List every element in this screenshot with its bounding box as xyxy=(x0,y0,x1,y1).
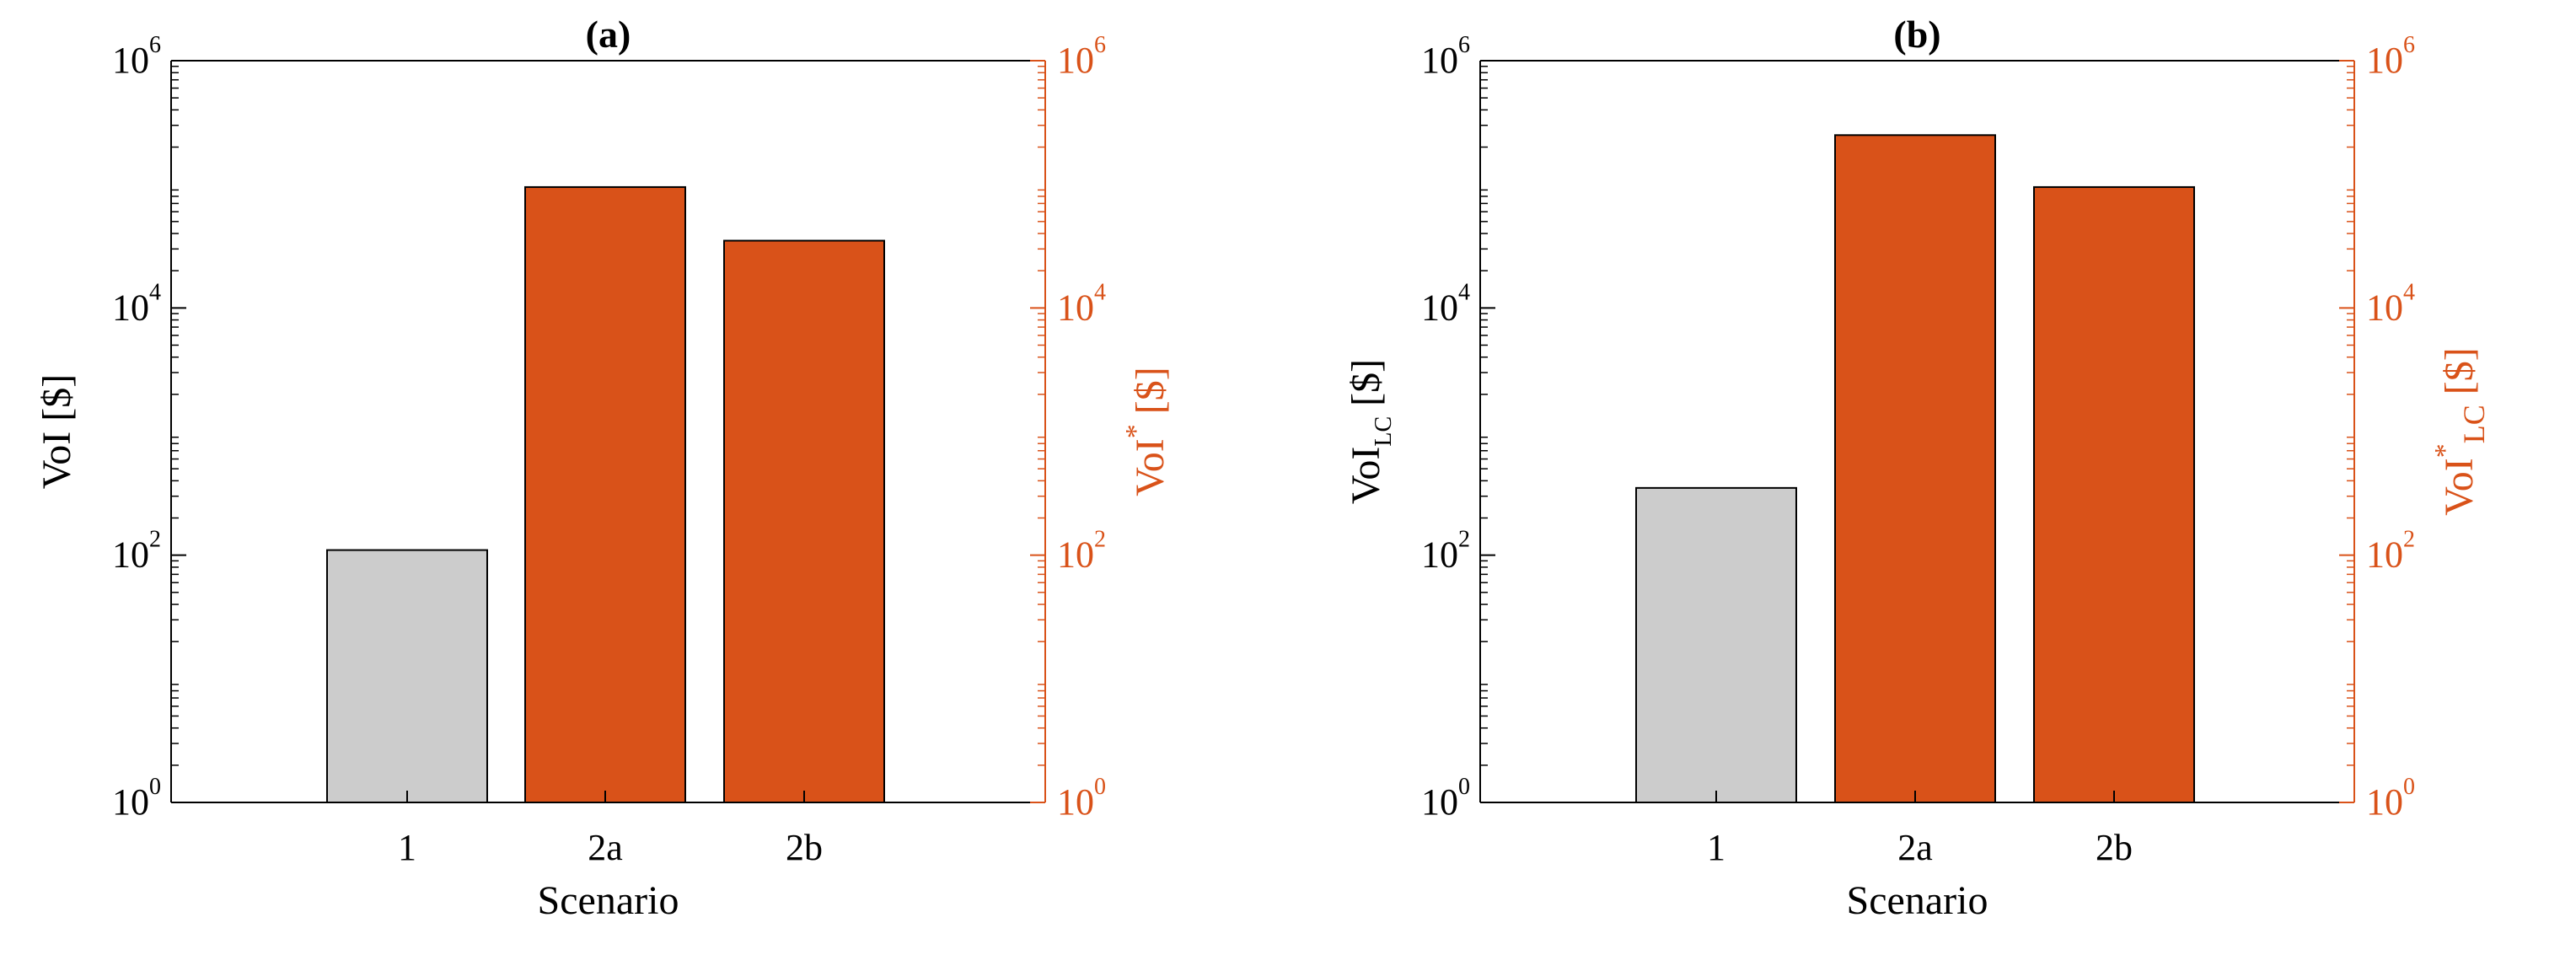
y-right-tick-label: 102 xyxy=(1057,527,1106,576)
chart-title: (b) xyxy=(1893,13,1940,56)
chart-panel-2: 100 100 102 102 104 104 106 106 1 2a 2b (b) Scenario… xyxy=(1344,13,2491,923)
x-tick-label: 2a xyxy=(588,827,623,868)
y-tick-label: 106 xyxy=(1421,32,1470,81)
y-right-tick-label: 104 xyxy=(1057,279,1106,328)
y-axis-title: VoI [$] xyxy=(35,374,79,489)
y-right-tick-label: 106 xyxy=(2366,32,2415,81)
bar-1 xyxy=(326,549,488,804)
y-right-tick-label: 102 xyxy=(2366,527,2415,576)
y-right-tick-label: 106 xyxy=(1057,32,1106,81)
chart-title: (a) xyxy=(586,13,631,56)
bar-2a xyxy=(524,185,686,803)
y-tick-label: 100 xyxy=(1421,774,1470,823)
y-right-tick-label: 100 xyxy=(1057,774,1106,823)
x-axis-title: Scenario xyxy=(538,878,679,923)
y-tick-label: 104 xyxy=(1421,279,1470,328)
y-right-tick-label: 100 xyxy=(2366,774,2415,823)
y-tick-label: 106 xyxy=(112,32,161,81)
y-right-axis-title: VoI*LC [$] xyxy=(2429,347,2491,515)
y-right-tick-label: 104 xyxy=(2366,279,2415,328)
x-axis-title: Scenario xyxy=(1847,878,1988,923)
y-tick-label: 100 xyxy=(112,774,161,823)
bar-1 xyxy=(1635,486,1797,803)
bar-2b xyxy=(723,239,885,803)
bar-2b xyxy=(2033,185,2195,803)
x-tick-label: 2b xyxy=(2096,827,2133,868)
y-axis-title: VoILC [$] xyxy=(1344,359,1397,504)
chart-panel-1: 100 100 102 102 104 104 106 106 1 2a 2b (a) Scenario… xyxy=(35,13,1173,923)
bar-2a xyxy=(1834,134,1996,804)
y-tick-label: 104 xyxy=(112,279,161,328)
x-tick-label: 2b xyxy=(786,827,823,868)
y-right-axis-title: VoI* [$] xyxy=(1120,367,1173,496)
y-tick-label: 102 xyxy=(112,527,161,576)
y-tick-label: 102 xyxy=(1421,527,1470,576)
x-tick-label: 2a xyxy=(1897,827,1933,868)
x-tick-label: 1 xyxy=(1707,827,1725,868)
x-tick-label: 1 xyxy=(398,827,416,868)
